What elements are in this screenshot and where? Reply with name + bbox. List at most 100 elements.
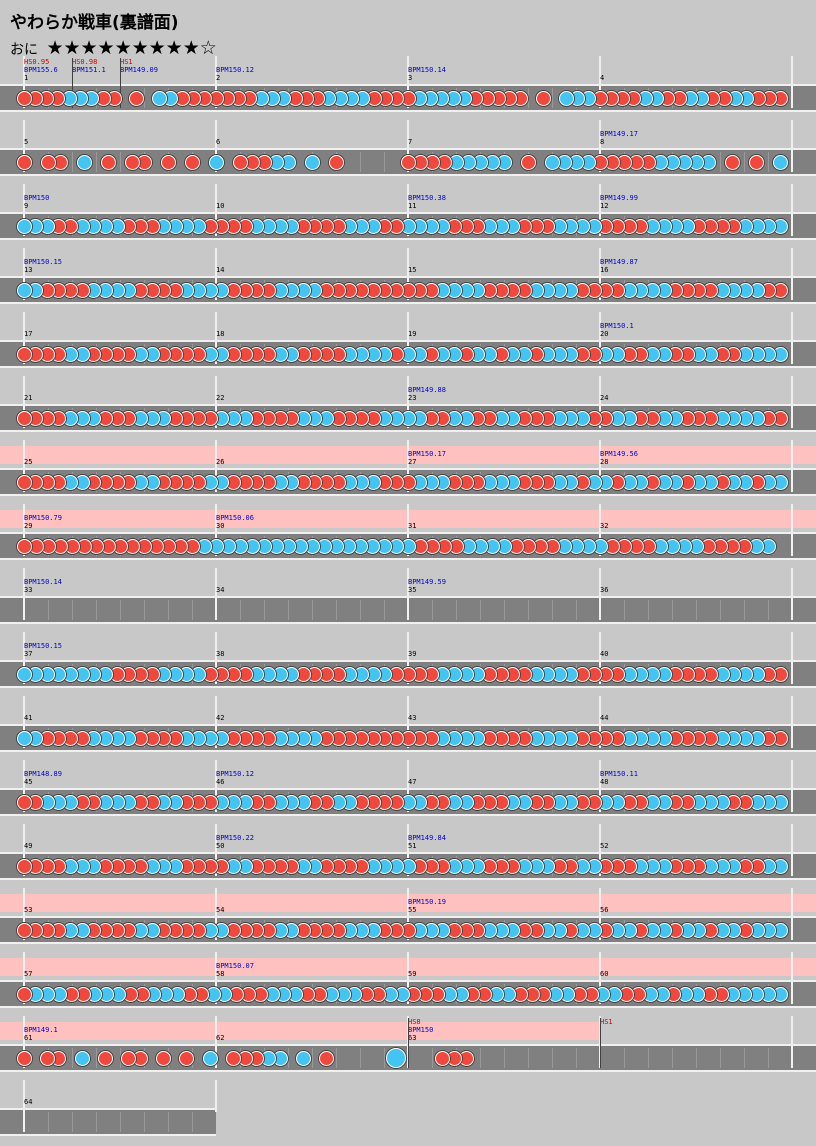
beat-line (672, 1048, 673, 1068)
measure-number: 39 (408, 650, 417, 658)
bpm-label: BPM150 (24, 194, 50, 202)
bar-line (215, 632, 217, 684)
don-note (100, 154, 116, 170)
don-note (121, 1050, 137, 1066)
don-note (16, 346, 32, 362)
bar-line (407, 952, 409, 1004)
bar-line (791, 760, 793, 812)
beat-line (432, 600, 433, 620)
beat-line (504, 1048, 505, 1068)
don-note (724, 154, 740, 170)
measure-number: 44 (600, 714, 609, 722)
measure-number: 18 (216, 330, 225, 338)
measure-number: 61 (24, 1034, 33, 1042)
don-note (160, 154, 176, 170)
chart-row: 57 58 59 60 BPM150.07 (0, 952, 816, 1018)
difficulty-label: おに (10, 42, 38, 58)
ka-note (295, 1050, 311, 1066)
bpm-label: BPM150.15 (24, 642, 62, 650)
don-note (179, 1050, 195, 1066)
bar-line (791, 568, 793, 620)
don-note (16, 538, 32, 554)
ka-note (208, 154, 224, 170)
scroll-label: HS1 (600, 1018, 613, 1026)
beat-line (96, 1112, 97, 1132)
ka-note (76, 154, 92, 170)
beat-line (744, 1048, 745, 1068)
measure-number: 31 (408, 522, 417, 530)
don-note (319, 1050, 335, 1066)
bar-line (215, 312, 217, 364)
bpm-label: BPM150.14 (408, 66, 446, 74)
measure-number: 64 (24, 1098, 33, 1106)
difficulty-stars: ★★★★★★★★★☆ (46, 37, 217, 59)
bpm-label: BPM150.14 (24, 578, 62, 586)
note-lane (0, 1080, 217, 1136)
beat-line (720, 152, 721, 172)
don-note (16, 154, 32, 170)
beat-line (552, 1048, 553, 1068)
beat-line (384, 152, 385, 172)
measure-number: 17 (24, 330, 33, 338)
measure-number: 10 (216, 202, 225, 210)
measure-number: 57 (24, 970, 33, 978)
beat-line (144, 88, 145, 108)
measure-number: 35 (408, 586, 417, 594)
bar-line (407, 440, 409, 492)
measure-number: 62 (216, 1034, 225, 1042)
bar-line (791, 952, 793, 1004)
bar-line (407, 760, 409, 812)
scroll-marker (600, 1018, 601, 1068)
note-lane (0, 568, 816, 624)
bar-line (791, 824, 793, 876)
bar-line (407, 632, 409, 684)
beat-line (96, 1048, 97, 1068)
beat-line (360, 152, 361, 172)
measure-number: 52 (600, 842, 609, 850)
measure-number: 11 (408, 202, 417, 210)
chart-row: 9 10 11 12 BPM150 BPM150.38 BPM149.99 (0, 184, 816, 250)
chart-row: 29 30 31 32 BPM150.79 BPM150.06 (0, 504, 816, 570)
bar-line (23, 312, 25, 364)
bar-line (215, 120, 217, 172)
measure-number: 46 (216, 778, 225, 786)
measure-number: 19 (408, 330, 417, 338)
chart-row: 21 22 23 24 BPM149.88 (0, 376, 816, 442)
don-note (124, 154, 140, 170)
beat-line (240, 600, 241, 620)
bpm-label: BPM150.07 (216, 962, 254, 970)
bar-line (215, 888, 217, 940)
don-note (435, 1050, 451, 1066)
measure-number: 3 (408, 74, 413, 82)
bpm-label: BPM150.17 (408, 450, 446, 458)
measure-number: 23 (408, 394, 417, 402)
bpm-label: BPM155.6 (24, 66, 58, 74)
beat-line (528, 600, 529, 620)
measure-number: 56 (600, 906, 609, 914)
scroll-label: HS0.95 (24, 58, 50, 66)
don-note (184, 154, 200, 170)
beat-line (144, 1112, 145, 1132)
bar-line (791, 504, 793, 556)
beat-line (312, 1048, 313, 1068)
scroll-marker (120, 58, 121, 108)
bpm-label: BPM150.11 (600, 770, 638, 778)
ka-note (304, 154, 320, 170)
measure-number: 4 (600, 74, 605, 82)
measure-number: 21 (24, 394, 33, 402)
bar-line (215, 440, 217, 492)
ka-note (74, 1050, 90, 1066)
beat-line (744, 152, 745, 172)
measure-number: 9 (24, 202, 29, 210)
bar-line (599, 824, 601, 876)
beat-line (576, 600, 577, 620)
measure-number: 14 (216, 266, 225, 274)
beat-line (72, 1112, 73, 1132)
bar-line (791, 696, 793, 748)
beat-line (624, 600, 625, 620)
bpm-label: BPM149.84 (408, 834, 446, 842)
bpm-label: BPM150.06 (216, 514, 254, 522)
bpm-label: BPM149.17 (600, 130, 638, 138)
bar-line (215, 184, 217, 236)
bar-line (23, 888, 25, 940)
